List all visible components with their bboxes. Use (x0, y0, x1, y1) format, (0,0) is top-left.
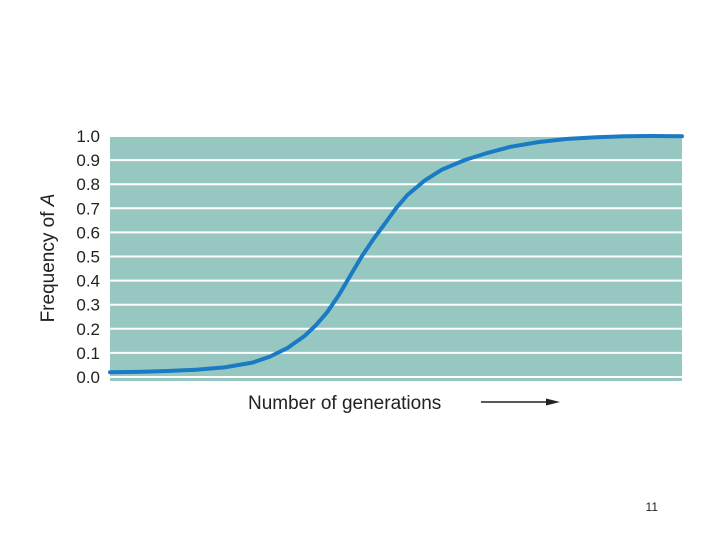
page-number: 11 (645, 500, 658, 514)
plot-background (110, 136, 682, 381)
y-tick-label: 0.7 (76, 199, 100, 218)
y-tick-label: 0.1 (76, 344, 100, 363)
y-tick-label: 0.0 (76, 368, 100, 387)
y-tick-label: 0.4 (76, 272, 100, 291)
y-tick-label: 1.0 (76, 127, 100, 146)
x-axis-arrow-head (546, 398, 560, 406)
x-axis-arrow (481, 398, 560, 406)
gridlines (110, 135, 682, 378)
y-axis-title: Frequency of A (38, 194, 59, 323)
y-tick-label: 0.6 (76, 223, 100, 242)
y-tick-label: 0.9 (76, 151, 100, 170)
y-tick-labels: 0.0 0.1 0.2 0.3 0.4 0.5 0.6 0.7 0.8 0.9 1.0 (76, 127, 100, 387)
x-axis-title: Number of generations (248, 393, 441, 414)
y-axis-title-prefix: Frequency of (38, 206, 59, 322)
y-axis-title-symbol: A (38, 194, 59, 208)
y-tick-label: 0.2 (76, 320, 100, 339)
y-tick-label: 0.3 (76, 296, 100, 315)
y-tick-label: 0.8 (76, 175, 100, 194)
frequency-curve (108, 134, 684, 375)
y-tick-label: 0.5 (76, 248, 100, 267)
